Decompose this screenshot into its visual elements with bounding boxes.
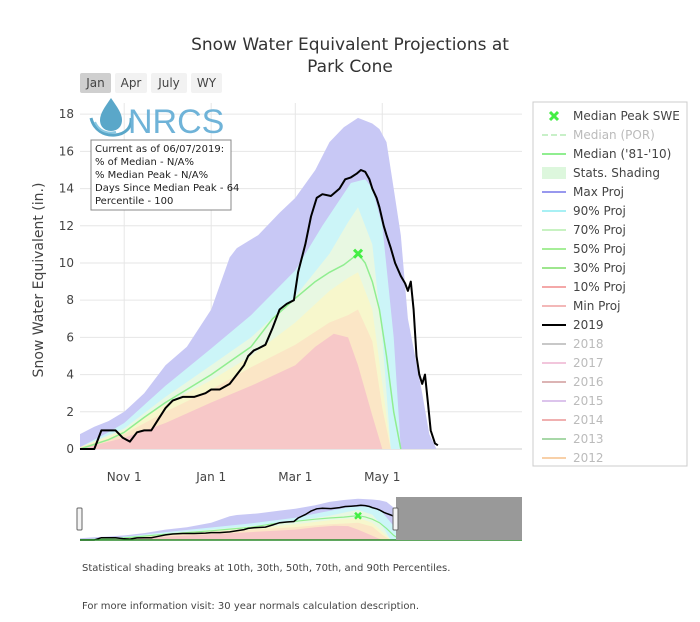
y-axis-label: Snow Water Equivalent (in.): [31, 183, 47, 378]
legend-item-2014[interactable]: 2014: [542, 413, 604, 427]
navigator-left-handle[interactable]: [76, 507, 83, 531]
projection-bands: [80, 117, 437, 450]
range-button-july-label: July: [157, 76, 180, 90]
legend-item-median-81-10[interactable]: Median ('81-'10): [542, 147, 671, 161]
median-peak-marker[interactable]: [352, 248, 364, 259]
legend-label: Median Peak SWE: [573, 109, 680, 123]
info-pct-median: % of Median - N/A%: [95, 157, 194, 168]
legend-item-2015[interactable]: 2015: [542, 394, 604, 408]
shading-note: Statistical shading breaks at 10th, 30th…: [82, 563, 450, 574]
legend-label: 70% Proj: [573, 223, 626, 237]
info-percentile: Percentile - 100: [95, 196, 173, 207]
nav-median-peak-marker: [354, 511, 362, 520]
x-axis-ticks: Nov 1 Jan 1 Mar 1 May 1: [107, 470, 401, 484]
navigator-right-handle[interactable]: [392, 507, 399, 531]
range-button-apr[interactable]: Apr: [115, 73, 147, 93]
legend-item-median-por[interactable]: Median (POR): [542, 128, 655, 142]
info-box: Current as of 06/07/2019: % of Median - …: [90, 139, 239, 211]
y-tick-label: 8: [66, 293, 74, 307]
y-tick-label: 16: [59, 144, 74, 158]
y-tick-label: 4: [66, 368, 74, 382]
legend-box-icon: [542, 167, 566, 179]
range-button-july[interactable]: July: [151, 73, 187, 93]
band-10-proj: [80, 333, 383, 449]
y-tick-label: 14: [59, 182, 74, 196]
navigator: [76, 497, 522, 541]
info-days-since-peak: Days Since Median Peak - 64: [95, 183, 239, 194]
median-peak-marker-group: [352, 248, 364, 259]
y-tick-label: 6: [66, 330, 74, 344]
nav-band-10-proj: [80, 525, 383, 540]
water-drop-icon: [89, 98, 133, 137]
legend-item-50-proj[interactable]: 50% Proj: [542, 242, 626, 256]
legend-item-2019[interactable]: 2019: [542, 318, 604, 332]
legend-label: 2017: [573, 356, 604, 370]
legend-label: 90% Proj: [573, 204, 626, 218]
y-axis-ticks: 0 2 4 6 8 10 12 14 16 18: [59, 107, 74, 456]
y-tick-label: 2: [66, 405, 74, 419]
range-button-apr-label: Apr: [121, 76, 142, 90]
legend-label: Stats. Shading: [573, 166, 660, 180]
legend-label: 2019: [573, 318, 604, 332]
legend: Median Peak SWE Median (POR) Median ('81-'…: [532, 101, 688, 467]
legend-label: Min Proj: [573, 299, 620, 313]
legend-label: 50% Proj: [573, 242, 626, 256]
legend-item-30-proj[interactable]: 30% Proj: [542, 261, 626, 275]
range-button-wy-label: WY: [197, 76, 217, 90]
legend-label: 2015: [573, 394, 604, 408]
legend-label: Median ('81-'10): [573, 147, 671, 161]
legend-item-2016[interactable]: 2016: [542, 375, 604, 389]
legend-item-median-peak-swe[interactable]: Median Peak SWE: [548, 109, 680, 123]
legend-item-2012[interactable]: 2012: [542, 451, 604, 465]
legend-item-2017[interactable]: 2017: [542, 356, 604, 370]
legend-item-90-proj[interactable]: 90% Proj: [542, 204, 626, 218]
legend-label: 30% Proj: [573, 261, 626, 275]
chart-title-line2: Park Cone: [307, 57, 393, 77]
range-button-jan[interactable]: Jan: [80, 73, 111, 93]
legend-item-2018[interactable]: 2018: [542, 337, 604, 351]
line-median-81-10[interactable]: [79, 252, 402, 450]
y-tick-label: 12: [59, 219, 74, 233]
legend-item-2013[interactable]: 2013: [542, 432, 604, 446]
legend-label: 2016: [573, 375, 604, 389]
info-pct-median-peak: % Median Peak - N/A%: [95, 170, 208, 181]
navigator-mask: [396, 497, 522, 540]
legend-label: Max Proj: [573, 185, 624, 199]
legend-item-70-proj[interactable]: 70% Proj: [542, 223, 626, 237]
y-tick-label: 18: [59, 107, 74, 121]
legend-item-10-proj[interactable]: 10% Proj: [542, 280, 626, 294]
x-tick-label: May 1: [364, 470, 400, 484]
info-current-as-of: Current as of 06/07/2019:: [95, 144, 224, 155]
legend-label: Median (POR): [573, 128, 655, 142]
legend-label: 10% Proj: [573, 280, 626, 294]
chart-title-line1: Snow Water Equivalent Projections at: [191, 35, 509, 55]
legend-label: 2013: [573, 432, 604, 446]
nrcs-logo: NRCS: [89, 98, 224, 141]
legend-label: 2018: [573, 337, 604, 351]
range-selector: Jan Apr July WY: [80, 73, 222, 93]
legend-item-stats-shading[interactable]: Stats. Shading: [542, 166, 660, 180]
nrcs-logo-text: NRCS: [128, 103, 224, 141]
range-button-jan-label: Jan: [85, 76, 105, 90]
nav-line-median-81-10: [79, 515, 402, 541]
x-tick-label: Jan 1: [195, 470, 226, 484]
line-2019[interactable]: [80, 169, 439, 450]
info-link-note[interactable]: For more information visit: 30 year norm…: [82, 601, 419, 612]
range-button-wy[interactable]: WY: [191, 73, 222, 93]
legend-label: 2014: [573, 413, 604, 427]
y-tick-label: 10: [59, 256, 74, 270]
x-tick-label: Mar 1: [278, 470, 312, 484]
legend-item-min-proj[interactable]: Min Proj: [542, 299, 620, 313]
series-lines: [79, 169, 439, 450]
y-tick-label: 0: [66, 442, 74, 456]
legend-label: 2012: [573, 451, 604, 465]
legend-item-max-proj[interactable]: Max Proj: [542, 185, 624, 199]
x-tick-label: Nov 1: [107, 470, 142, 484]
